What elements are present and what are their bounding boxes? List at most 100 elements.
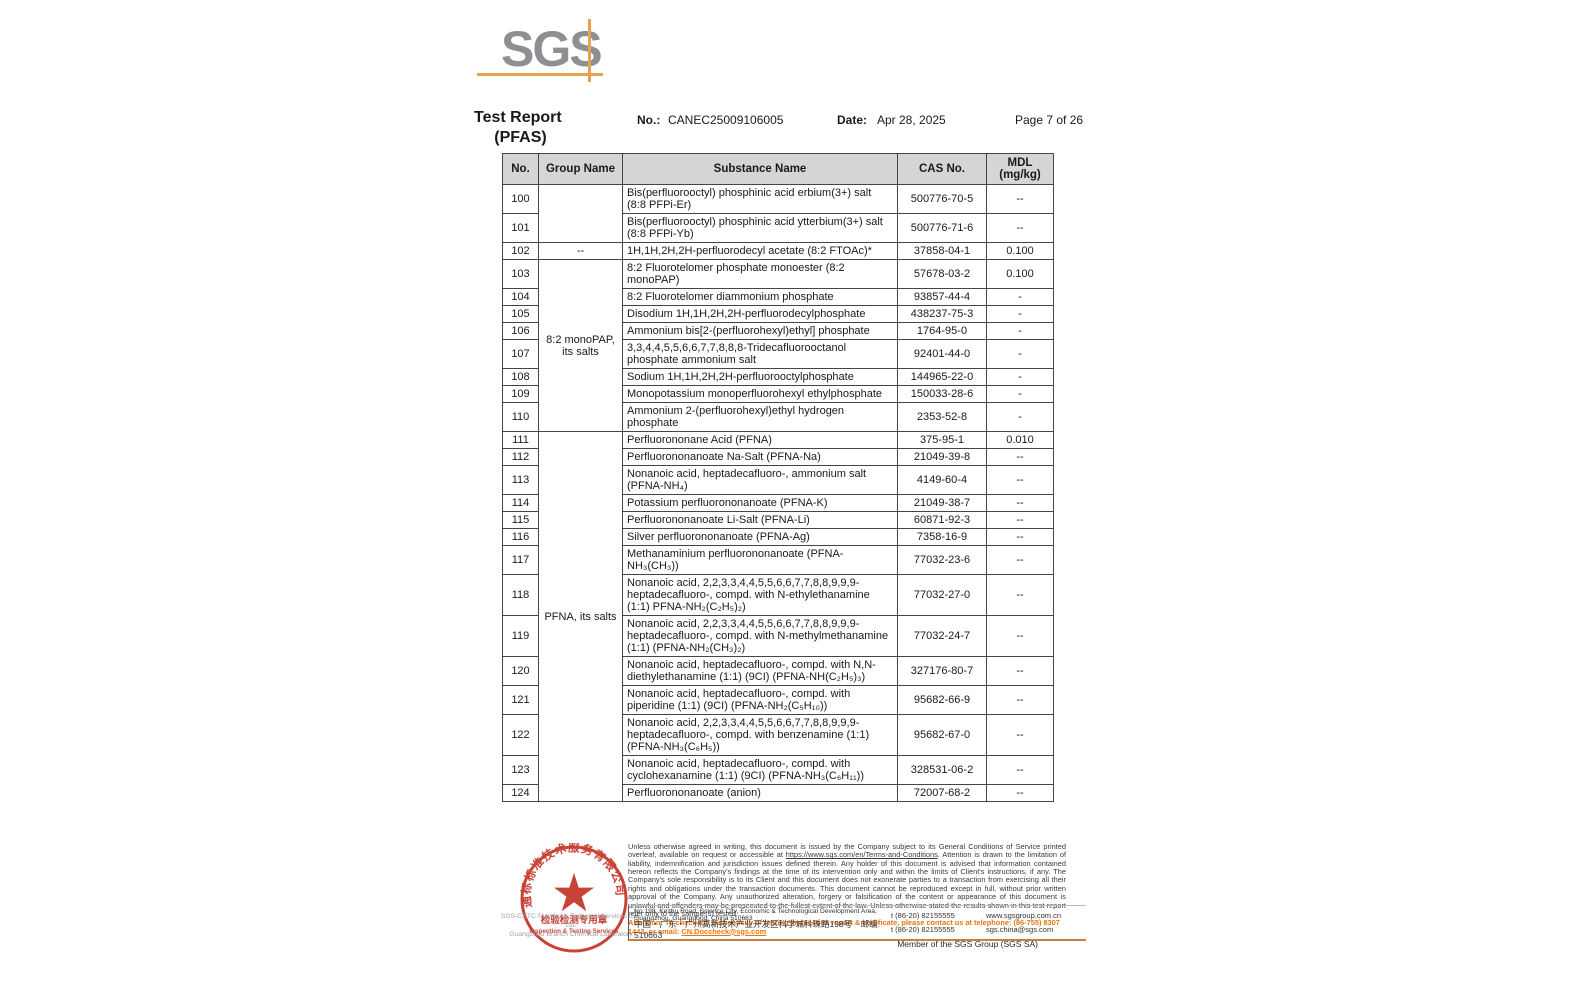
report-subtitle: (PFAS) (494, 129, 547, 146)
doccheck-email: CN.Doccheck@sgs.com (681, 926, 767, 936)
cell-substance-name: Nonanoic acid, heptadecafluoro-, compd. … (622, 656, 898, 686)
table-row: 116 Silver perfluorononanoate (PFNA-Ag) 73… (502, 528, 1054, 546)
cell-cas-no: 327176-80-7 (897, 656, 987, 686)
contact-email: sgs.china@sgs.com (986, 924, 1054, 934)
cell-no: 108 (502, 368, 539, 386)
sgs-logo: SGS (501, 21, 603, 77)
report-title: Test Report (474, 109, 562, 126)
cell-no: 104 (502, 288, 539, 306)
cell-substance-name: Ammonium bis[2-(perfluorohexyl)ethyl] ph… (622, 322, 898, 340)
table-row: 104 8:2 Fluorotelomer diammonium phosphat… (502, 288, 1054, 306)
cell-no: 123 (502, 755, 539, 785)
cell-substance-name: 1H,1H,2H,2H-perfluorodecyl acetate (8:2 … (622, 242, 898, 260)
inspection-stamp: 通标标准技术服务有限公司广州分公司 检验检测专用章 Inspection & T… (518, 843, 628, 953)
cell-substance-name: 8:2 Fluorotelomer phosphate monoester (8… (622, 259, 898, 289)
cell-mdl-value: -- (986, 574, 1054, 616)
cell-substance-name: Bis(perfluorooctyl) phosphinic acid ytte… (622, 213, 898, 243)
logo-horizontal-line (477, 73, 603, 76)
cell-mdl-value: -- (986, 685, 1054, 715)
cell-cas-no: 4149-60-4 (897, 465, 987, 495)
cell-no: 117 (502, 545, 539, 575)
table-row: 114 Potassium perfluorononanoate (PFNA-K)… (502, 494, 1054, 512)
table-row: 115 Perfluorononanoate Li-Salt (PFNA-Li) 6… (502, 511, 1054, 529)
sgs-member-line: Member of the SGS Group (SGS SA) (897, 939, 1038, 949)
cell-no: 105 (502, 305, 539, 323)
substance-table: No. Group Name Substance Name CAS No. MD… (502, 153, 1054, 802)
cell-substance-name: Nonanoic acid, heptadecafluoro-, compd. … (622, 755, 898, 785)
table-row: 108 Sodium 1H,1H,2H,2H-perfluorooctylphos… (502, 368, 1054, 386)
cell-substance-name: Nonanoic acid, 2,2,3,3,4,4,5,5,6,6,7,7,8… (622, 615, 898, 657)
cell-mdl-value: -- (986, 714, 1054, 756)
cell-cas-no: 60871-92-3 (897, 511, 987, 529)
cell-cas-no: 37858-04-1 (897, 242, 987, 260)
cell-no: 103 (502, 259, 539, 289)
cell-substance-name: Potassium perfluorononanoate (PFNA-K) (622, 494, 898, 512)
lab-name-line1: SGS-CSTC Standards Technical Services Co… (500, 913, 642, 930)
cell-substance-name: Ammonium 2-(perfluorohexyl)ethyl hydroge… (622, 402, 898, 432)
cell-substance-name: 3,3,4,4,5,5,6,6,7,7,8,8,8-Tridecafluoroo… (622, 339, 898, 369)
lab-name: SGS-CSTC Standards Technical Services Co… (500, 912, 642, 940)
cell-no: 113 (502, 465, 539, 495)
cell-cas-no: 500776-70-5 (897, 184, 987, 214)
cell-no: 110 (502, 402, 539, 432)
cell-mdl-value: - (986, 368, 1054, 386)
cell-no: 107 (502, 339, 539, 369)
attention-pre: Attention: To check the authenticity of … (628, 918, 1060, 936)
stamp-line2: Inspection & Testing Services (529, 928, 619, 935)
col-header-cas: CAS No. (897, 153, 987, 185)
cell-cas-no: 150033-28-6 (897, 385, 987, 403)
cell-substance-name: Silver perfluorononanoate (PFNA-Ag) (622, 528, 898, 546)
attention-text: Attention: To check the authenticity of … (628, 918, 1066, 936)
col-header-group: Group Name (538, 153, 623, 185)
cell-group-name: 8:2 monoPAP, its salts (538, 259, 623, 432)
cell-substance-name: Methanaminium perfluorononanoate (PFNA-N… (622, 545, 898, 575)
cell-cas-no: 328531-06-2 (897, 755, 987, 785)
cell-substance-name: Sodium 1H,1H,2H,2H-perfluorooctylphospha… (622, 368, 898, 386)
cell-substance-name: Perfluorononane Acid (PFNA) (622, 431, 898, 449)
cell-cas-no: 77032-23-6 (897, 545, 987, 575)
table-row: 120 Nonanoic acid, heptadecafluoro-, comp… (502, 656, 1054, 686)
cell-substance-name: Nonanoic acid, heptadecafluoro-, ammoniu… (622, 465, 898, 495)
table-row: 105 Disodium 1H,1H,2H,2H-perfluorodecylph… (502, 305, 1054, 323)
cell-group-name: -- (538, 242, 623, 260)
cell-substance-name: Monopotassium monoperfluorohexyl ethylph… (622, 385, 898, 403)
cell-cas-no: 375-95-1 (897, 431, 987, 449)
table-row: 117 Methanaminium perfluorononanoate (PFN… (502, 545, 1054, 575)
cell-cas-no: 1764-95-0 (897, 322, 987, 340)
cell-mdl-value: -- (986, 511, 1054, 529)
cell-group-name (538, 184, 623, 243)
address-block: No.198, Kezhu Road, Science City, Econom… (628, 905, 1086, 941)
cell-no: 114 (502, 494, 539, 512)
cell-mdl-value: 0.100 (986, 242, 1054, 260)
cell-substance-name: Nonanoic acid, 2,2,3,3,4,4,5,5,6,6,7,7,8… (622, 714, 898, 756)
table-row: 100 Bis(perfluorooctyl) phosphinic acid e… (502, 184, 1054, 243)
table-row: 122 Nonanoic acid, 2,2,3,3,4,4,5,5,6,6,7,… (502, 714, 1054, 756)
cell-mdl-value: -- (986, 184, 1054, 214)
page-indicator: Page 7 of 26 (1015, 113, 1084, 127)
table-row: 101 Bis(perfluorooctyl) phosphinic acid y… (502, 213, 1054, 243)
cell-mdl-value: -- (986, 656, 1054, 686)
report-table-body: 100 Bis(perfluorooctyl) phosphinic acid e… (502, 184, 1054, 802)
cell-mdl-value: -- (986, 545, 1054, 575)
phone-number-2: t (86-20) 82155555 (891, 924, 955, 934)
table-header-row: No. Group Name Substance Name CAS No. MD… (502, 153, 1054, 185)
cell-cas-no: 77032-24-7 (897, 615, 987, 657)
table-row: 121 Nonanoic acid, heptadecafluoro-, comp… (502, 685, 1054, 715)
phone-number-1: t (86-20) 82155555 (891, 910, 955, 920)
website-url: www.sgsgroup.com.cn (986, 910, 1062, 920)
date-label: Date: (837, 113, 868, 127)
stamp-star-icon (554, 873, 594, 912)
lab-name-line2: Guangzhou Branch Chemical Laboratory (509, 931, 633, 939)
col-header-no: No. (502, 153, 539, 185)
cell-substance-name: 8:2 Fluorotelomer diammonium phosphate (622, 288, 898, 306)
cell-cas-no: 7358-16-9 (897, 528, 987, 546)
table-row: 118 Nonanoic acid, 2,2,3,3,4,4,5,5,6,6,7,… (502, 574, 1054, 616)
cell-substance-name: Bis(perfluorooctyl) phosphinic acid erbi… (622, 184, 898, 214)
cell-no: 124 (502, 784, 539, 802)
terms-link: https://www.sgs.com/en/Terms-and-Conditi… (785, 850, 938, 860)
table-row: 111 PFNA, its salts Perfluorononane Acid (… (502, 431, 1054, 802)
cell-cas-no: 2353-52-8 (897, 402, 987, 432)
stamp-line1: 检验检测专用章 (541, 914, 608, 926)
report-no-value: CANEC25009106005 (668, 113, 784, 127)
